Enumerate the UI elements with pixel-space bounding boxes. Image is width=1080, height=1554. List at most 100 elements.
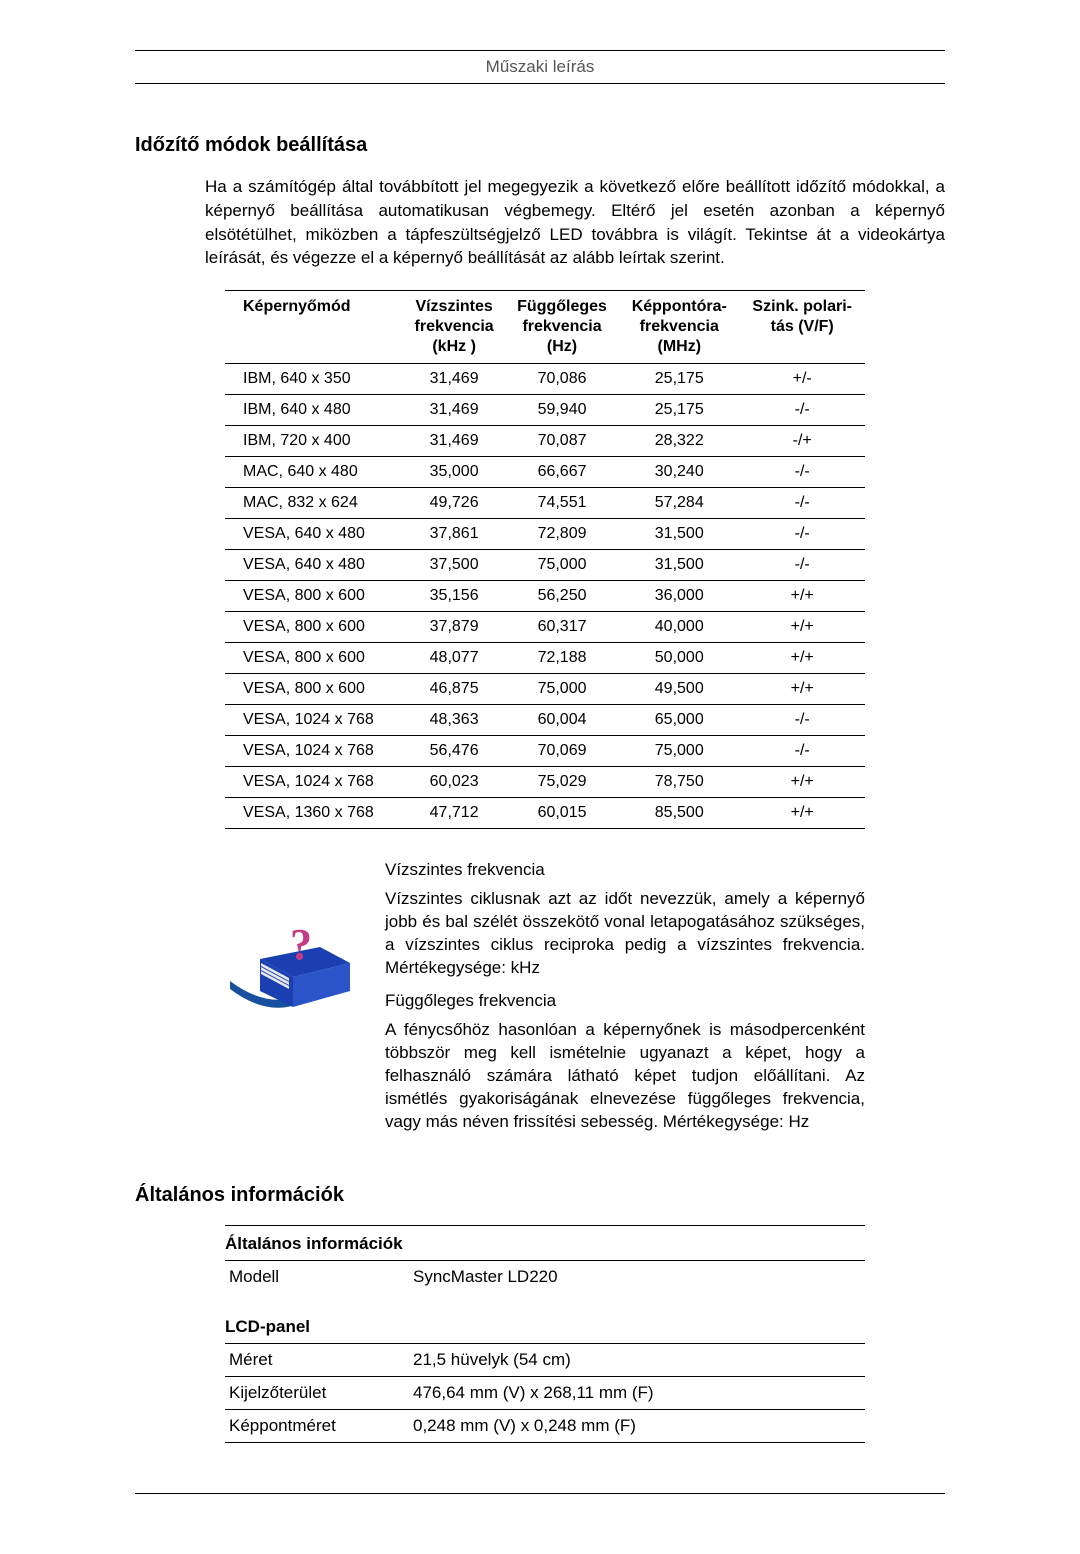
info-label: Méret: [225, 1343, 413, 1376]
table-cell: 74,551: [505, 488, 619, 519]
table-cell: 65,000: [619, 705, 739, 736]
page-header-title: Műszaki leírás: [135, 57, 945, 77]
table-cell: VESA, 640 x 480: [225, 550, 403, 581]
table-row: VESA, 1024 x 76848,36360,00465,000-/-: [225, 705, 865, 736]
table-cell: +/-: [739, 364, 865, 395]
table-cell: 56,476: [403, 736, 505, 767]
table-cell: VESA, 800 x 600: [225, 581, 403, 612]
table-header: Függőlegesfrekvencia(Hz): [505, 291, 619, 364]
table-header: Képpontóra-frekvencia(MHz): [619, 291, 739, 364]
table-cell: 60,004: [505, 705, 619, 736]
section-heading-timing: Időzítő módok beállítása: [135, 134, 945, 157]
table-row: VESA, 800 x 60046,87575,00049,500+/+: [225, 674, 865, 705]
table-header: Szink. polari-tás (V/F): [739, 291, 865, 364]
table-cell: 35,156: [403, 581, 505, 612]
table-cell: +/+: [739, 767, 865, 798]
table-cell: 60,317: [505, 612, 619, 643]
table-row: Méret21,5 hüvelyk (54 cm): [225, 1343, 865, 1376]
table-cell: -/-: [739, 550, 865, 581]
table-cell: 49,726: [403, 488, 505, 519]
table-cell: 25,175: [619, 395, 739, 426]
info-group-title: LCD-panel: [225, 1293, 865, 1344]
table-cell: 85,500: [619, 798, 739, 829]
table-cell: 25,175: [619, 364, 739, 395]
table-cell: VESA, 800 x 600: [225, 612, 403, 643]
table-row: VESA, 1024 x 76860,02375,02978,750+/+: [225, 767, 865, 798]
table-row: VESA, 800 x 60048,07772,18850,000+/+: [225, 643, 865, 674]
table-cell: VESA, 1360 x 768: [225, 798, 403, 829]
table-cell: 31,469: [403, 395, 505, 426]
table-cell: -/-: [739, 395, 865, 426]
info-value: 476,64 mm (V) x 268,11 mm (F): [413, 1376, 865, 1409]
table-cell: 78,750: [619, 767, 739, 798]
info-group-title: Általános információk: [225, 1225, 865, 1260]
info-label: Modell: [225, 1260, 413, 1293]
table-row: IBM, 640 x 35031,46970,08625,175+/-: [225, 364, 865, 395]
table-cell: -/-: [739, 457, 865, 488]
table-cell: 47,712: [403, 798, 505, 829]
horiz-freq-body: Vízszintes ciklusnak azt az időt nevezzü…: [385, 888, 865, 980]
frequency-icon: ?: [225, 859, 365, 1024]
table-cell: 31,500: [619, 519, 739, 550]
table-cell: 72,809: [505, 519, 619, 550]
table-cell: 59,940: [505, 395, 619, 426]
table-cell: +/+: [739, 581, 865, 612]
section-heading-general: Általános információk: [135, 1184, 945, 1207]
table-cell: 35,000: [403, 457, 505, 488]
table-cell: 31,469: [403, 426, 505, 457]
table-cell: 75,000: [505, 550, 619, 581]
table-row: VESA, 800 x 60035,15656,25036,000+/+: [225, 581, 865, 612]
vert-freq-body: A fénycsőhöz hasonlóan a képernyőnek is …: [385, 1019, 865, 1134]
table-cell: 75,029: [505, 767, 619, 798]
table-row: IBM, 720 x 40031,46970,08728,322-/+: [225, 426, 865, 457]
table-cell: VESA, 800 x 600: [225, 674, 403, 705]
table-cell: VESA, 640 x 480: [225, 519, 403, 550]
table-cell: 46,875: [403, 674, 505, 705]
table-cell: 37,861: [403, 519, 505, 550]
table-cell: MAC, 640 x 480: [225, 457, 403, 488]
table-cell: 72,188: [505, 643, 619, 674]
table-row: IBM, 640 x 48031,46959,94025,175-/-: [225, 395, 865, 426]
table-header: Képernyőmód: [225, 291, 403, 364]
table-cell: -/+: [739, 426, 865, 457]
table-cell: IBM, 640 x 350: [225, 364, 403, 395]
table-cell: 28,322: [619, 426, 739, 457]
table-row: VESA, 640 x 48037,50075,00031,500-/-: [225, 550, 865, 581]
table-cell: MAC, 832 x 624: [225, 488, 403, 519]
table-header: Vízszintesfrekvencia(kHz ): [403, 291, 505, 364]
table-row: MAC, 640 x 48035,00066,66730,240-/-: [225, 457, 865, 488]
table-cell: 40,000: [619, 612, 739, 643]
table-cell: 50,000: [619, 643, 739, 674]
table-cell: 75,000: [619, 736, 739, 767]
table-cell: -/-: [739, 705, 865, 736]
table-cell: 56,250: [505, 581, 619, 612]
table-cell: 48,363: [403, 705, 505, 736]
table-row: VESA, 1024 x 76856,47670,06975,000-/-: [225, 736, 865, 767]
svg-text:?: ?: [290, 920, 312, 969]
table-cell: +/+: [739, 798, 865, 829]
table-row: ModellSyncMaster LD220: [225, 1260, 865, 1293]
table-cell: 30,240: [619, 457, 739, 488]
table-row: VESA, 640 x 48037,86172,80931,500-/-: [225, 519, 865, 550]
table-cell: -/-: [739, 519, 865, 550]
general-info-table: Általános információkModellSyncMaster LD…: [225, 1225, 865, 1443]
table-cell: IBM, 720 x 400: [225, 426, 403, 457]
table-cell: -/-: [739, 736, 865, 767]
table-cell: 49,500: [619, 674, 739, 705]
info-label: Képpontméret: [225, 1409, 413, 1442]
table-cell: 60,023: [403, 767, 505, 798]
table-cell: +/+: [739, 612, 865, 643]
table-cell: 57,284: [619, 488, 739, 519]
info-value: 0,248 mm (V) x 0,248 mm (F): [413, 1409, 865, 1442]
table-cell: VESA, 1024 x 768: [225, 705, 403, 736]
table-cell: VESA, 800 x 600: [225, 643, 403, 674]
table-cell: -/-: [739, 488, 865, 519]
table-row: Képpontméret0,248 mm (V) x 0,248 mm (F): [225, 1409, 865, 1442]
table-cell: 37,500: [403, 550, 505, 581]
info-value: 21,5 hüvelyk (54 cm): [413, 1343, 865, 1376]
table-cell: 75,000: [505, 674, 619, 705]
table-cell: 70,069: [505, 736, 619, 767]
table-cell: 36,000: [619, 581, 739, 612]
table-cell: IBM, 640 x 480: [225, 395, 403, 426]
table-row: VESA, 800 x 60037,87960,31740,000+/+: [225, 612, 865, 643]
